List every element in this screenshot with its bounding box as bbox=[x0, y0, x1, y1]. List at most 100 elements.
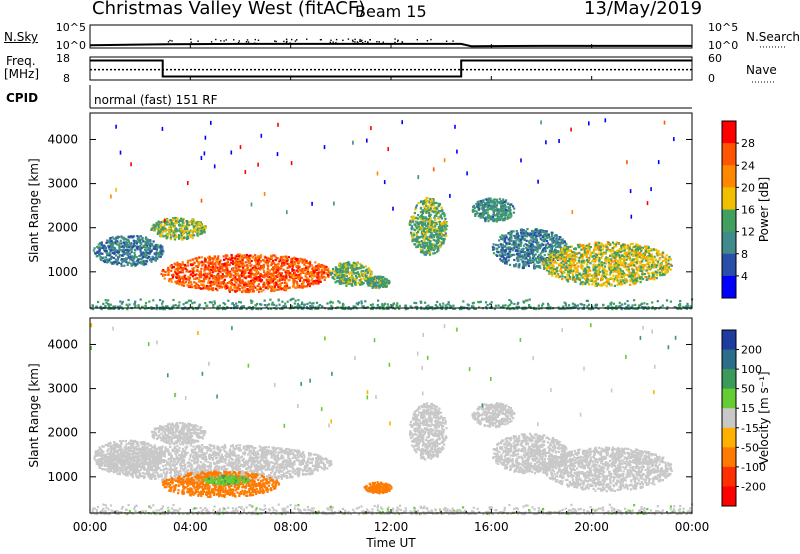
power-cell bbox=[435, 228, 438, 231]
power-cell bbox=[554, 244, 557, 247]
power-cell bbox=[153, 225, 156, 228]
power-cell bbox=[370, 273, 373, 276]
power-cell bbox=[517, 247, 521, 250]
power-cell bbox=[257, 272, 260, 275]
power-cell bbox=[486, 206, 490, 209]
power-cell bbox=[532, 250, 535, 253]
power-cell bbox=[424, 231, 427, 234]
power-cell bbox=[509, 209, 512, 212]
power-cell bbox=[420, 235, 423, 238]
power-cell bbox=[181, 284, 184, 287]
power-cell bbox=[539, 266, 542, 269]
power-cell bbox=[301, 261, 304, 264]
power-cell bbox=[100, 243, 103, 246]
power-cell bbox=[111, 243, 114, 246]
power-cell bbox=[357, 275, 360, 278]
nsearch-point bbox=[397, 39, 399, 41]
power-cell bbox=[623, 249, 626, 252]
power-cell bbox=[215, 278, 218, 281]
power-cell bbox=[499, 214, 503, 217]
power-cell bbox=[287, 279, 290, 282]
power-cell bbox=[505, 241, 508, 244]
power-cell bbox=[424, 234, 427, 237]
power-cell bbox=[623, 258, 626, 261]
power-cell bbox=[159, 244, 162, 247]
power-cell bbox=[230, 273, 233, 276]
power-cell bbox=[327, 269, 330, 272]
power-cell bbox=[597, 282, 600, 285]
power-cell bbox=[181, 221, 184, 224]
power-cell bbox=[514, 265, 517, 268]
power-cell bbox=[580, 244, 583, 247]
power-cell bbox=[438, 246, 442, 249]
power-cell bbox=[276, 274, 279, 277]
power-cell bbox=[178, 219, 182, 222]
power-cell bbox=[440, 235, 443, 238]
power-cell bbox=[513, 265, 516, 268]
power-cell bbox=[546, 246, 549, 250]
power-cell bbox=[412, 234, 415, 237]
power-cell bbox=[594, 258, 597, 261]
power-cell bbox=[655, 264, 659, 267]
power-cell bbox=[423, 227, 426, 230]
power-cell bbox=[530, 248, 533, 252]
power-cell bbox=[534, 257, 537, 260]
power-cell bbox=[232, 267, 235, 270]
power-cell bbox=[286, 266, 289, 269]
power-cell bbox=[375, 277, 379, 280]
power-cell bbox=[438, 244, 442, 247]
power-cell bbox=[363, 271, 367, 275]
power-cell bbox=[499, 202, 502, 205]
power-cell bbox=[300, 282, 303, 286]
power-cell bbox=[184, 227, 187, 230]
power-cell bbox=[201, 264, 204, 267]
power-cell bbox=[442, 234, 445, 237]
power-cell bbox=[105, 241, 108, 244]
power-cell bbox=[321, 266, 324, 269]
power-cell bbox=[268, 258, 271, 261]
power-cell bbox=[426, 245, 429, 248]
power-cell bbox=[231, 262, 235, 266]
power-cell bbox=[423, 223, 426, 226]
power-cell bbox=[522, 232, 525, 235]
power-cell bbox=[247, 272, 250, 275]
power-cell bbox=[351, 274, 354, 277]
power-cell bbox=[117, 235, 120, 238]
power-cell bbox=[379, 275, 382, 278]
power-cell bbox=[270, 289, 273, 293]
power-cell bbox=[438, 220, 442, 223]
nsearch-point bbox=[359, 40, 361, 42]
power-cell bbox=[149, 249, 152, 252]
power-cell bbox=[205, 287, 208, 290]
power-cell bbox=[146, 238, 149, 242]
power-cell bbox=[127, 246, 130, 249]
power-cell bbox=[584, 277, 587, 280]
power-cell bbox=[270, 268, 274, 271]
power-cell bbox=[516, 249, 519, 252]
power-cell bbox=[530, 246, 533, 249]
power-cell bbox=[129, 258, 132, 261]
power-cell bbox=[268, 260, 271, 263]
power-cell bbox=[385, 281, 388, 284]
power-cell bbox=[472, 210, 475, 213]
power-cell bbox=[266, 281, 269, 284]
power-cell bbox=[202, 229, 206, 232]
power-cell bbox=[176, 218, 179, 221]
power-cell bbox=[166, 233, 169, 236]
power-cell bbox=[276, 275, 279, 279]
power-cell bbox=[500, 237, 503, 240]
power-cell bbox=[229, 270, 232, 273]
power-cell bbox=[141, 254, 144, 257]
power-cell bbox=[270, 261, 273, 264]
power-cell bbox=[607, 257, 610, 260]
power-cell bbox=[281, 258, 285, 262]
power-cell bbox=[353, 261, 356, 264]
power-cell bbox=[568, 271, 571, 274]
power-cell bbox=[545, 236, 548, 240]
power-cell bbox=[237, 283, 240, 286]
power-cell bbox=[592, 276, 595, 280]
power-cell bbox=[312, 280, 315, 283]
power-cell bbox=[441, 223, 444, 227]
power-cell bbox=[255, 288, 259, 291]
power-cell bbox=[500, 255, 503, 258]
